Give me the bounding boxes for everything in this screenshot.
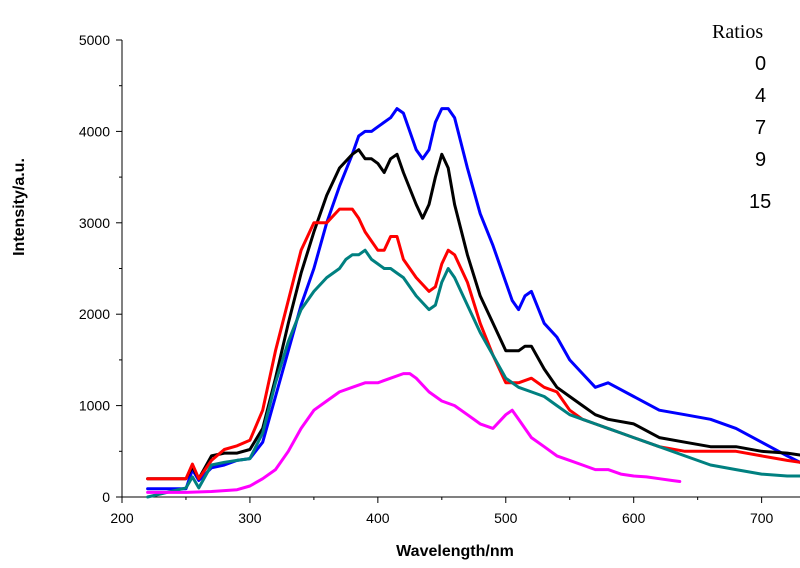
x-tick-label: 400 <box>366 510 390 526</box>
legend: Ratios 0 4 7 9 15 <box>712 21 771 213</box>
legend-entry-0: 0 <box>755 53 766 75</box>
x-tick-label: 700 <box>750 510 774 526</box>
y-tick-label: 1000 <box>79 398 110 414</box>
series-line-2 <box>146 207 800 481</box>
x-tick-label: 300 <box>238 510 262 526</box>
x-axis-title: Wavelength/nm <box>396 543 514 560</box>
axes: 0 1000 2000 3000 4000 5000 200 300 400 500 600 700 <box>79 32 800 526</box>
legend-entry-4: 15 <box>749 191 771 213</box>
legend-title: Ratios <box>712 21 763 43</box>
x-tick-label: 200 <box>110 510 134 526</box>
series-layer <box>146 107 800 499</box>
y-tick-label: 0 <box>102 489 110 505</box>
y-tick-label: 2000 <box>79 306 110 322</box>
y-tick-label: 5000 <box>79 32 110 48</box>
legend-entry-3: 9 <box>755 149 766 171</box>
y-tick-label: 4000 <box>79 123 110 139</box>
series-line-4 <box>146 372 682 494</box>
series-line-1 <box>146 148 800 481</box>
legend-entry-2: 7 <box>755 117 766 139</box>
x-tick-label: 500 <box>494 510 518 526</box>
y-axis-title: Intensity/a.u. <box>11 158 28 256</box>
series-line-0 <box>146 107 800 491</box>
x-tick-label: 600 <box>622 510 646 526</box>
series-line-3 <box>146 248 800 499</box>
y-tick-label: 3000 <box>79 215 110 231</box>
legend-entry-1: 4 <box>755 85 766 107</box>
